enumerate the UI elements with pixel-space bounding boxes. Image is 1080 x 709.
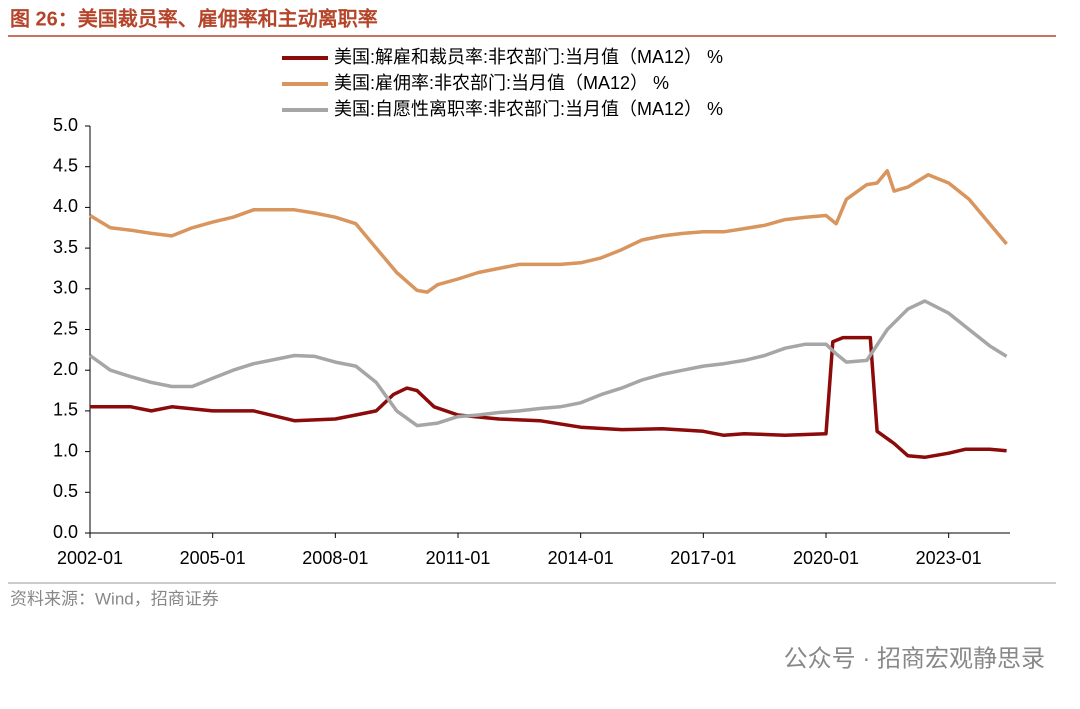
x-tick-label: 2002-01 [57, 548, 123, 568]
watermark: 公众号 · 招商宏观静思录 [784, 645, 1045, 672]
y-tick-label: 5.0 [53, 115, 78, 135]
x-tick-label: 2011-01 [426, 548, 491, 568]
x-tick-label: 2023-01 [916, 548, 982, 568]
y-tick-label: 0.0 [53, 522, 78, 542]
x-tick-label: 2017-01 [670, 548, 736, 568]
y-tick-label: 1.5 [53, 400, 78, 420]
series-line [88, 299, 1008, 428]
y-tick-label: 3.0 [53, 278, 78, 298]
source: 资料来源：Wind，招商证券 [10, 589, 219, 608]
chart-title: 图 26：美国裁员率、雇佣率和主动离职率 [10, 6, 378, 30]
x-tick-label: 2020-01 [793, 548, 859, 568]
y-tick-label: 4.0 [53, 196, 78, 216]
y-tick-label: 4.5 [53, 155, 78, 175]
series-line [90, 335, 1007, 460]
legend-label: 美国:雇佣率:非农部门:当月值（MA12） % [334, 73, 669, 93]
x-tick-label: 2014-01 [548, 548, 614, 568]
legend-label: 美国:解雇和裁员率:非农部门:当月值（MA12） % [334, 47, 723, 67]
x-tick-label: 2008-01 [302, 548, 368, 568]
y-tick-label: 3.5 [53, 237, 78, 257]
y-tick-label: 0.5 [53, 481, 78, 501]
x-tick-label: 2005-01 [180, 548, 246, 568]
y-tick-label: 1.0 [53, 440, 78, 460]
legend-label: 美国:自愿性离职率:非农部门:当月值（MA12） % [334, 99, 723, 119]
series-line [89, 169, 1008, 294]
y-tick-label: 2.0 [53, 359, 78, 379]
y-tick-label: 2.5 [53, 318, 78, 338]
